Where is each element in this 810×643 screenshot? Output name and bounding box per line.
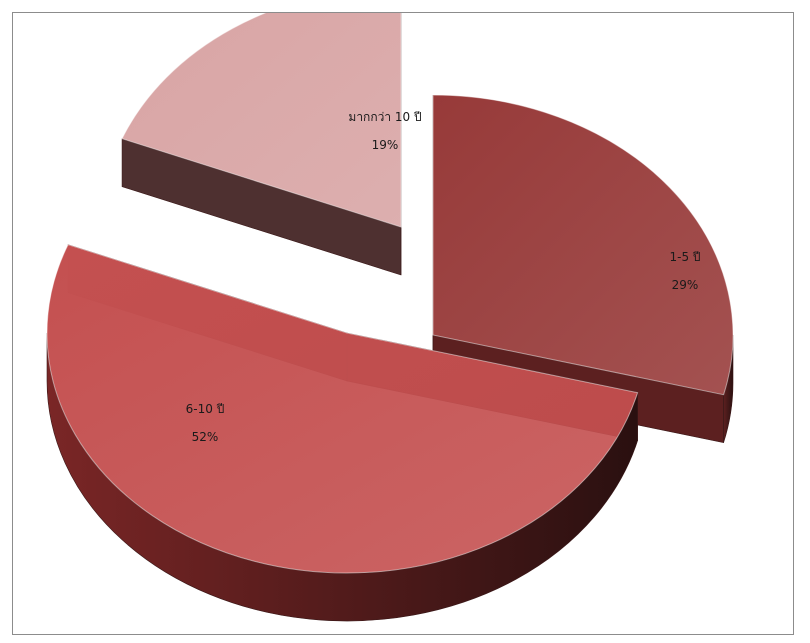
pie-chart: 1-5 ปี 29% 6-10 ปี 52% มากกว่า 10 ปี 19% (46, 13, 734, 622)
slice-value-label-1: 29% (672, 278, 699, 292)
slice-label-3: มากกว่า 10 ปี (348, 110, 421, 124)
pie-slice-3 (121, 13, 402, 276)
pie-slice-2 (46, 244, 639, 622)
slice-label-1: 1-5 ปี (669, 250, 700, 264)
slice-label-2: 6-10 ปี (186, 402, 225, 416)
chart-frame: 1-5 ปี 29% 6-10 ปี 52% มากกว่า 10 ปี 19% (12, 12, 794, 635)
slice-value-label-2: 52% (192, 430, 219, 444)
slice-value-label-3: 19% (372, 138, 399, 152)
